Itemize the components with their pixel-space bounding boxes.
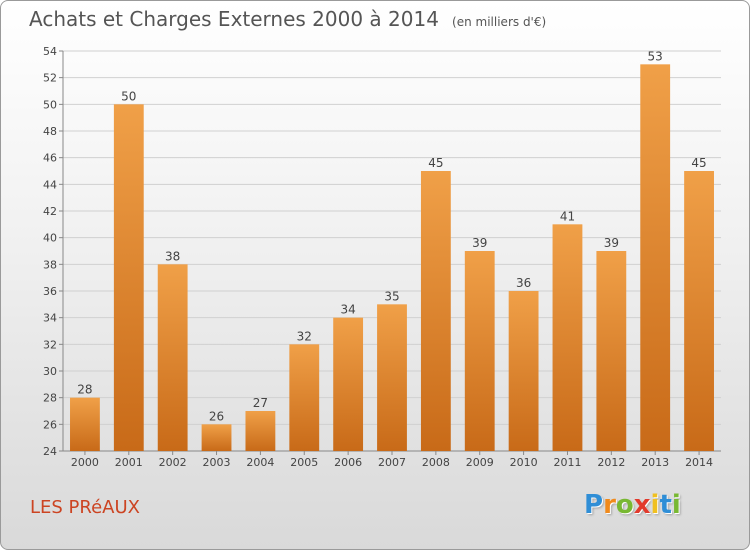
y-tick-label: 28 bbox=[43, 392, 57, 405]
title-row: Achats et Charges Externes 2000 à 2014 (… bbox=[29, 7, 546, 31]
x-tick-label: 2009 bbox=[466, 456, 494, 469]
x-tick-label: 2010 bbox=[510, 456, 538, 469]
logo-letter: P bbox=[584, 490, 604, 520]
data-label: 32 bbox=[297, 329, 312, 343]
x-tick-label: 2004 bbox=[246, 456, 274, 469]
bar bbox=[245, 411, 276, 451]
bar bbox=[684, 171, 714, 451]
bar bbox=[113, 104, 144, 451]
y-tick-label: 26 bbox=[43, 418, 57, 431]
bar bbox=[333, 317, 364, 451]
x-tick-label: 2014 bbox=[685, 456, 713, 469]
x-tick-label: 2003 bbox=[203, 456, 231, 469]
bar bbox=[289, 344, 320, 451]
x-tick-label: 2008 bbox=[422, 456, 450, 469]
data-label: 50 bbox=[121, 89, 136, 103]
bar bbox=[552, 224, 583, 451]
logo-letter: i bbox=[650, 490, 660, 520]
chart-title: Achats et Charges Externes 2000 à 2014 bbox=[29, 7, 439, 31]
logo-letter: i bbox=[671, 490, 681, 520]
data-label: 39 bbox=[604, 236, 619, 250]
y-tick-label: 52 bbox=[43, 72, 57, 85]
y-tick-label: 30 bbox=[43, 365, 57, 378]
y-tick-label: 32 bbox=[43, 338, 57, 351]
data-label: 34 bbox=[340, 303, 355, 317]
y-tick-label: 34 bbox=[43, 312, 57, 325]
y-tick-label: 36 bbox=[43, 285, 57, 298]
x-tick-label: 2007 bbox=[378, 456, 406, 469]
bar bbox=[201, 424, 232, 451]
logo-letter: t bbox=[659, 490, 672, 520]
y-tick-label: 50 bbox=[43, 98, 57, 111]
data-label: 45 bbox=[691, 156, 706, 170]
y-tick-label: 48 bbox=[43, 125, 57, 138]
data-label: 53 bbox=[648, 49, 663, 63]
data-label: 38 bbox=[165, 249, 180, 263]
bar bbox=[70, 397, 100, 451]
bar bbox=[464, 251, 495, 451]
y-tick-label: 44 bbox=[43, 178, 57, 191]
x-tick-label: 2001 bbox=[115, 456, 143, 469]
y-tick-label: 24 bbox=[43, 445, 57, 458]
data-label: 36 bbox=[516, 276, 531, 290]
x-tick-label: 2006 bbox=[334, 456, 362, 469]
y-tick-label: 54 bbox=[43, 45, 57, 58]
data-label: 45 bbox=[428, 156, 443, 170]
data-label: 39 bbox=[472, 236, 487, 250]
y-tick-label: 42 bbox=[43, 205, 57, 218]
x-tick-label: 2011 bbox=[553, 456, 581, 469]
data-label: 41 bbox=[560, 209, 575, 223]
bar bbox=[420, 171, 451, 451]
bar bbox=[508, 291, 539, 451]
bar bbox=[640, 64, 671, 452]
commune-name: LES PRéAUX bbox=[30, 497, 140, 518]
data-label: 27 bbox=[253, 396, 268, 410]
x-tick-label: 2002 bbox=[159, 456, 187, 469]
bar bbox=[157, 264, 188, 451]
x-tick-label: 2013 bbox=[641, 456, 669, 469]
x-tick-label: 2000 bbox=[71, 456, 99, 469]
x-tick-label: 2005 bbox=[290, 456, 318, 469]
logo-letter: r bbox=[603, 490, 616, 520]
data-label: 26 bbox=[209, 409, 224, 423]
bar bbox=[377, 304, 407, 451]
chart-subtitle: (en milliers d'€) bbox=[452, 15, 547, 29]
bar bbox=[596, 251, 627, 451]
y-tick-label: 38 bbox=[43, 258, 57, 271]
data-label: 28 bbox=[77, 383, 92, 397]
y-tick-label: 46 bbox=[43, 152, 57, 165]
y-tick-label: 40 bbox=[43, 232, 57, 245]
logo-letter: o bbox=[615, 490, 634, 520]
logo-letter: x bbox=[633, 490, 651, 520]
proxiti-logo: Proxiti bbox=[584, 490, 681, 520]
data-label: 35 bbox=[384, 289, 399, 303]
x-tick-label: 2012 bbox=[597, 456, 625, 469]
